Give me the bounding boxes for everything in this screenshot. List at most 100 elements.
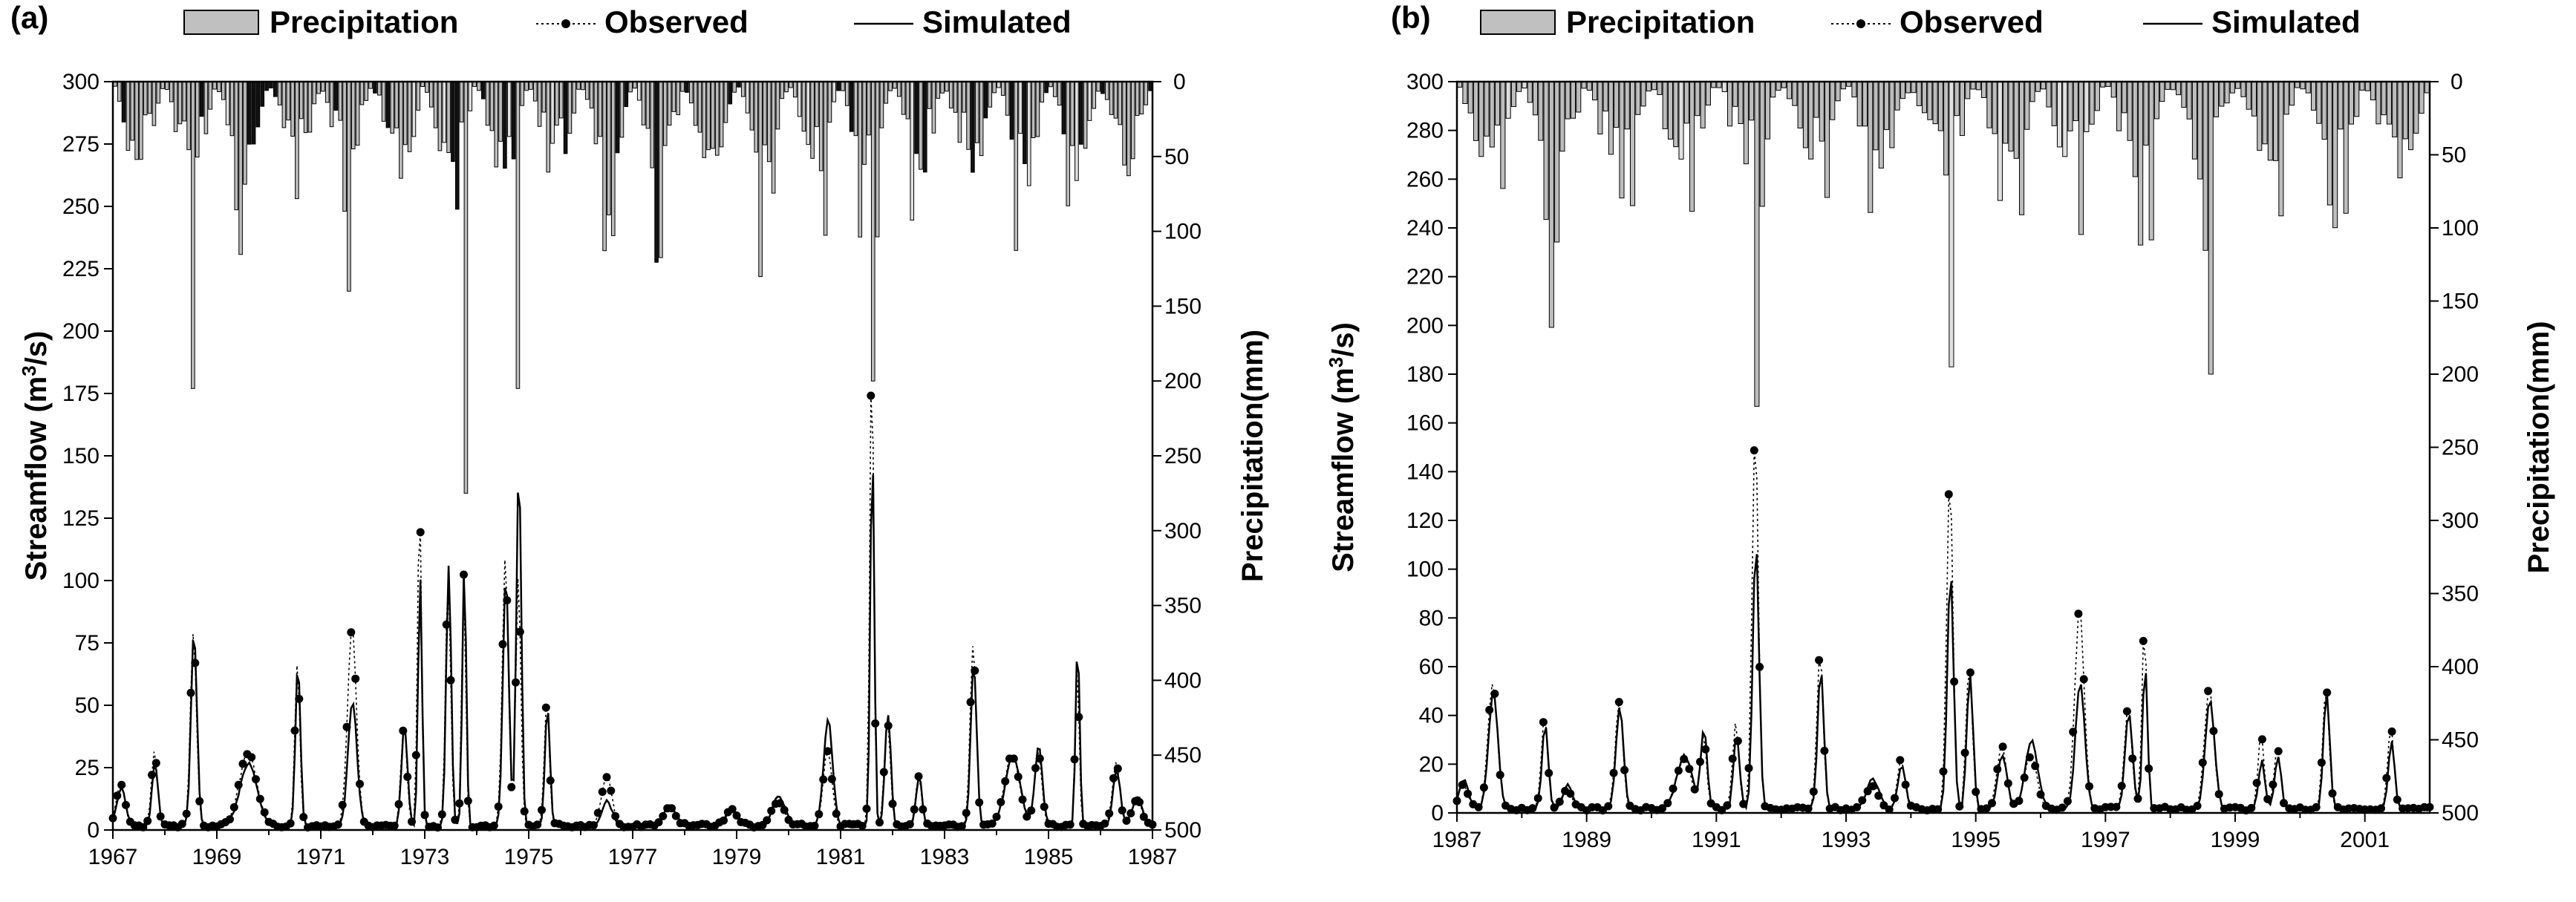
- a-precip-bar: [693, 81, 698, 126]
- b-observed-point: [2263, 794, 2272, 803]
- b-precip-bar: [1576, 81, 1582, 113]
- a-y-left-tick-label: 250: [62, 195, 100, 219]
- a-observed-point: [966, 698, 975, 707]
- a-precip-bar: [957, 81, 962, 143]
- a-observed-point: [503, 596, 512, 605]
- a-observed-point: [122, 800, 130, 809]
- a-x-tick-label: 1987: [1128, 845, 1178, 869]
- a-precip-bar: [376, 81, 382, 96]
- a-precip-bar: [714, 81, 720, 156]
- b-precip-bar: [2246, 81, 2251, 110]
- a-y-right-tick-label: 450: [1164, 743, 1201, 768]
- b-precip-bar: [2224, 81, 2230, 104]
- b-observed-point: [1891, 794, 1899, 803]
- b-precipitation-bars: [1457, 81, 2430, 407]
- a-precip-bar: [147, 81, 152, 114]
- a-precip-bar: [966, 81, 971, 150]
- b-y-left-tick-label: 300: [1406, 70, 1444, 94]
- b-observed-point: [2085, 782, 2093, 791]
- a-observed-point: [1118, 806, 1126, 815]
- a-precip-bar: [901, 81, 906, 115]
- b-observed-point: [2204, 687, 2213, 696]
- a-precip-bar: [463, 81, 469, 494]
- b-precip-bar: [1565, 81, 1571, 120]
- a-y-left-tick-label: 100: [62, 569, 100, 593]
- b-precip-bar: [1592, 81, 1598, 101]
- a-precip-bar: [480, 81, 486, 99]
- b-precip-bar: [1505, 81, 1511, 119]
- a-observed-point: [455, 799, 464, 808]
- b-precip-bar: [2165, 81, 2171, 90]
- b-precip-bar: [2208, 81, 2214, 375]
- a-precip-bar: [836, 81, 841, 91]
- b-precip-bar: [1462, 81, 1468, 104]
- b-precip-bar: [1538, 81, 1544, 141]
- a-precip-bar: [1066, 81, 1071, 206]
- a-precip-bar: [1078, 81, 1083, 145]
- a-observed-point: [1040, 803, 1049, 811]
- a-x-tick-label: 1981: [816, 845, 866, 869]
- b-observed-point: [2193, 802, 2202, 810]
- a-precip-bar: [633, 81, 637, 89]
- a-precip-bar: [706, 81, 711, 151]
- a-observed-point: [871, 719, 880, 728]
- b-precip-bar: [2257, 81, 2263, 151]
- a-precip-bar: [1092, 81, 1097, 109]
- a-observed-point: [148, 771, 156, 780]
- b-precip-bar: [2067, 81, 2073, 131]
- a-precip-bar: [125, 81, 131, 151]
- a-precip-bar: [468, 81, 473, 111]
- b-precip-bar: [2289, 81, 2295, 106]
- a-precip-bar: [723, 81, 728, 123]
- a-observed-point: [408, 817, 416, 826]
- a-observed-point: [815, 810, 824, 819]
- a-y-right-tick-label: 400: [1164, 668, 1201, 693]
- a-precip-bar: [273, 81, 278, 97]
- a-precip-bar: [931, 81, 936, 134]
- b-precip-bar: [2262, 81, 2268, 145]
- b-observed-point: [1663, 799, 1672, 808]
- b-precip-bar: [2132, 81, 2138, 177]
- a-x-tick-label: 1985: [1024, 845, 1074, 869]
- a-observed-point: [186, 688, 195, 697]
- b-observed-point: [1533, 794, 1542, 803]
- a-precip-bar: [1035, 81, 1040, 137]
- b-observed-point: [2074, 609, 2083, 618]
- a-legend: Precipitation Observed Simulated: [183, 4, 1072, 39]
- a-precip-bar: [290, 81, 295, 137]
- b-observed-point: [2280, 799, 2288, 808]
- b-legend-observed-marker: [1856, 19, 1865, 28]
- b-observed-point: [2247, 803, 2256, 812]
- a-precip-bar: [567, 81, 573, 134]
- a-y-left-tick-label: 300: [62, 70, 100, 94]
- a-observed-point: [884, 722, 893, 730]
- a-precip-bar: [754, 81, 759, 153]
- b-observed-point: [2387, 727, 2396, 736]
- b-observed-point: [1479, 783, 1488, 792]
- a-y-right-tick-label: 200: [1164, 369, 1201, 393]
- a-observed-point: [260, 808, 269, 817]
- a-precip-bar: [520, 81, 525, 106]
- a-precip-bar: [238, 81, 243, 255]
- a-precip-bar: [919, 81, 923, 170]
- b-precip-bar: [2202, 81, 2208, 251]
- b-precip-bar: [2176, 81, 2182, 96]
- a-precip-bar: [203, 81, 209, 134]
- b-precip-bar: [1495, 81, 1501, 125]
- a-observed-point: [1126, 809, 1135, 817]
- a-precip-bar: [745, 81, 750, 114]
- b-precip-bar: [2359, 81, 2365, 91]
- b-precip-bar: [2240, 81, 2246, 97]
- b-observed-point: [1733, 736, 1742, 745]
- b-y-left-tick-label: 220: [1406, 265, 1444, 290]
- b-y-right-tick-label: 250: [2442, 436, 2479, 460]
- b-y-right-tick-label: 150: [2442, 290, 2479, 314]
- b-precip-bar: [1522, 81, 1527, 89]
- b-precip-bar: [1657, 81, 1663, 95]
- b-observed-point: [1934, 805, 1943, 814]
- b-observed-point: [2058, 803, 2067, 812]
- b-precip-bar: [1824, 81, 1830, 198]
- b-precip-bar: [1570, 81, 1576, 119]
- b-precip-bar: [2051, 81, 2057, 126]
- b-precip-bar: [1819, 81, 1825, 142]
